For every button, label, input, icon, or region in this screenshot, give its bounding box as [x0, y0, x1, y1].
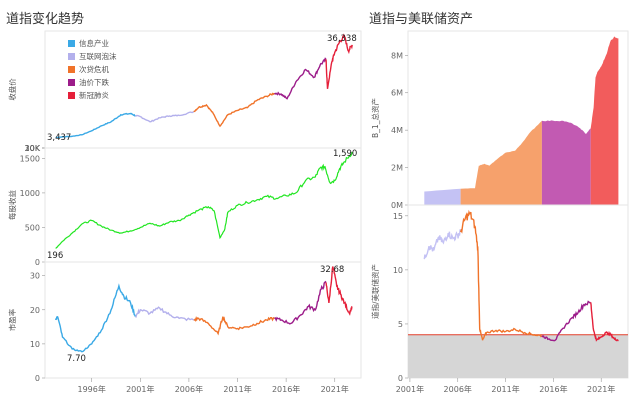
annotation-min: 196	[47, 251, 63, 261]
y-axis-label: 市盈率	[7, 308, 17, 331]
legend-swatch	[68, 92, 75, 99]
reference-shade	[408, 334, 628, 378]
legend-label: 信息产业	[79, 38, 109, 48]
y-tick-label: 10	[30, 340, 40, 349]
area-信息产业	[424, 188, 461, 205]
series-line-互联网泡沫	[135, 111, 195, 123]
area-新冠肺炎	[590, 36, 619, 205]
area-油价下跌	[541, 120, 591, 205]
y-tick-label: 4M	[391, 126, 403, 135]
series-line-eps	[55, 151, 353, 249]
legend-label: 次贷危机	[79, 64, 109, 74]
y-tick-label: 5	[398, 320, 403, 329]
y-tick-label: 0K	[30, 144, 41, 153]
annotation-min: 3,437	[47, 133, 71, 143]
y-tick-label: 0	[35, 258, 40, 267]
series-line-油价下跌	[274, 280, 327, 325]
y-tick-label: 2M	[391, 164, 403, 173]
annotation-max: 36,338	[327, 34, 357, 44]
legend-label: 互联网泡沫	[79, 51, 117, 61]
legend-swatch	[68, 53, 75, 60]
y-tick-label: 30K	[25, 144, 41, 153]
y-tick-label: 10	[393, 266, 403, 275]
legend-label: 新冠肺炎	[79, 90, 109, 100]
legend-swatch	[68, 66, 75, 73]
left-chart-title: 道指变化趋势	[6, 12, 85, 27]
y-tick-label: 1500	[20, 154, 40, 163]
annotation-min: 7.70	[67, 354, 86, 364]
plot-frame-2	[44, 261, 362, 379]
series-line-新冠肺炎	[325, 266, 353, 316]
x-tick-label: 2006年	[444, 384, 472, 394]
x-tick-label: 2011年	[491, 384, 519, 394]
y-tick-label: 10K	[25, 144, 41, 153]
x-tick-label: 2011年	[223, 384, 251, 394]
annotation-max: 1,590	[333, 149, 357, 159]
y-tick-label: 30	[30, 272, 40, 281]
x-tick-label: 2001年	[126, 384, 154, 394]
y-axis-label: 道指/美联储资产	[370, 264, 380, 319]
series-line-次贷危机	[193, 315, 275, 336]
ratio-line-次贷危机	[459, 209, 543, 341]
y-axis-label: B_1_总资产	[370, 98, 380, 138]
x-tick-label: 2006年	[175, 384, 203, 394]
ratio-line-油价下跌	[541, 300, 592, 342]
y-tick-label: 6M	[391, 89, 403, 98]
legend-swatch	[68, 79, 75, 86]
x-tick-label: 2016年	[539, 384, 567, 394]
x-tick-label: 2021年	[321, 384, 349, 394]
y-tick-label: 15	[393, 212, 403, 221]
x-tick-label: 2021年	[587, 384, 615, 394]
annotation-max: 32.68	[320, 265, 344, 275]
y-tick-label: 20	[30, 306, 40, 315]
y-tick-label: 0	[35, 374, 40, 383]
series-line-新冠肺炎	[325, 33, 353, 90]
x-tick-label: 2001年	[396, 384, 424, 394]
y-tick-label: 500	[25, 223, 40, 232]
area-次贷危机	[460, 120, 542, 205]
plot-frame-1	[44, 147, 362, 263]
x-tick-label: 2016年	[272, 384, 300, 394]
series-line-次贷危机	[193, 92, 276, 128]
y-tick-label: 20K	[25, 144, 41, 153]
y-axis-label: 收盘价	[7, 78, 17, 101]
y-tick-label: 1000	[20, 189, 40, 198]
x-tick-label: 1996年	[77, 384, 105, 394]
y-tick-label: 0M	[391, 201, 403, 210]
series-line-油价下跌	[274, 57, 327, 100]
y-tick-label: 0	[398, 374, 403, 383]
series-line-互联网泡沫	[135, 306, 195, 322]
y-tick-label: 8M	[391, 51, 403, 60]
legend-swatch	[68, 40, 75, 47]
ratio-line-新冠肺炎	[590, 302, 619, 342]
legend-label: 油价下跌	[79, 77, 109, 87]
right-chart-title: 道指与美联储资产	[369, 12, 474, 27]
series-line-信息产业	[55, 112, 136, 139]
series-line-信息产业	[55, 283, 137, 353]
ratio-line-信息产业	[423, 229, 462, 260]
y-axis-label: 每股收益	[7, 190, 17, 220]
